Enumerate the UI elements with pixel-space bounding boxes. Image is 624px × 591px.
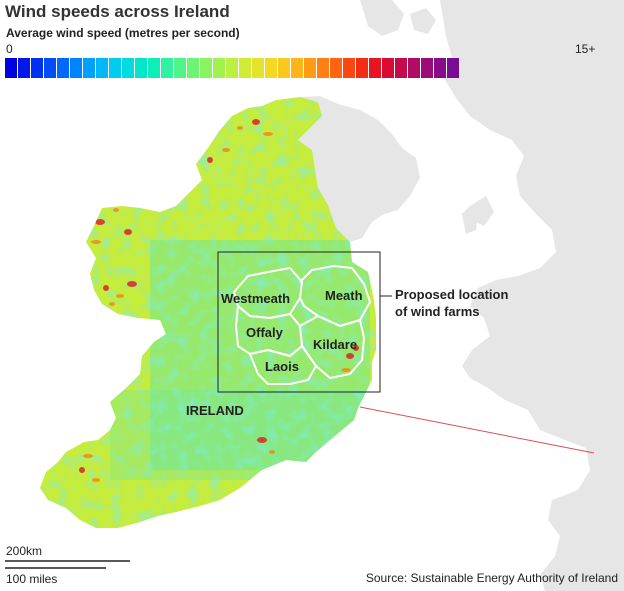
legend-swatch [135,58,147,78]
wind-hotspot [353,345,359,351]
source-credit: Source: Sustainable Energy Authority of … [365,571,618,585]
isle-of-man [462,206,478,234]
legend-swatch [96,58,108,78]
wind-hotspot [116,294,124,298]
proposed-area-box [217,251,381,393]
legend-swatch [31,58,43,78]
great-britain-land [440,0,624,591]
wind-hotspot [79,467,85,473]
legend-swatch [187,58,199,78]
legend-swatch [317,58,329,78]
wind-hotspot [95,219,105,225]
legend-swatch [5,58,17,78]
legend-swatch [122,58,134,78]
wind-hotspot [127,281,137,287]
legend-swatch [239,58,251,78]
country-label-ireland: IRELAND [186,403,244,418]
legend-swatch [356,58,368,78]
wind-hotspot [257,437,267,443]
wind-hotspot [72,437,80,443]
legend-swatch [18,58,30,78]
legend-swatch [304,58,316,78]
county-label-westmeath: Westmeath [221,291,291,306]
legend-swatch [408,58,420,78]
legend-swatch [161,58,173,78]
callout-line-2: of wind farms [395,304,480,319]
wind-hotspot [346,353,354,359]
scale-label-miles: 100 miles [6,572,58,586]
scottish-islands [360,0,494,226]
callout-line-1: Proposed location [395,287,509,302]
wind-hotspot [124,229,132,235]
legend-min-label: 0 [6,42,13,56]
legend-swatch [291,58,303,78]
wind-hotspot [237,126,243,130]
wind-hotspot [83,454,93,458]
legend-swatch [434,58,446,78]
legend-swatch [57,58,69,78]
legend-swatch [252,58,264,78]
legend-swatch [265,58,277,78]
county-label-laois: Laois [265,359,299,374]
wind-hotspot [341,368,351,372]
kildare-boundary [299,315,365,379]
wind-hotspot [91,240,101,244]
county-label-offaly: Offaly [246,325,283,340]
county-label-meath: Meath [325,288,363,303]
wind-hotspot [222,148,230,152]
legend-swatch [109,58,121,78]
proposed-location-callout: Proposed location of wind farms [395,286,508,320]
legend-swatch [421,58,433,78]
wind-hotspot [269,450,275,454]
legend-swatch [278,58,290,78]
wind-hotspot [103,285,109,291]
legend-swatch [226,58,238,78]
county-boundaries [233,265,371,385]
legend-label: Average wind speed (metres per second) [6,26,240,40]
legend-swatch [447,58,459,78]
map-title: Wind speeds across Ireland [5,2,230,21]
meath-boundary [299,265,371,327]
wind-hotspot [207,157,213,163]
legend-swatch [70,58,82,78]
legend-swatch [343,58,355,78]
wind-hotspot [252,119,260,125]
legend-swatch [395,58,407,78]
legend-max-label: 15+ [575,42,596,56]
legend-swatch [369,58,381,78]
legend-swatch [44,58,56,78]
wind-hotspot [92,478,100,482]
legend-swatch [174,58,186,78]
laois-boundary [249,345,317,385]
legend-swatch [213,58,225,78]
scale-label-km: 200km [6,544,43,558]
northern-ireland-land [298,96,420,242]
county-label-kildare: Kildare [313,337,358,352]
color-legend [5,58,459,78]
legend-swatch [330,58,342,78]
wind-hotspot [113,208,119,212]
wind-hotspot [263,132,273,136]
red-callout-line [359,406,595,454]
wind-hotspot [109,302,115,306]
legend-swatch [148,58,160,78]
legend-swatch [382,58,394,78]
legend-swatch [83,58,95,78]
legend-swatch [200,58,212,78]
